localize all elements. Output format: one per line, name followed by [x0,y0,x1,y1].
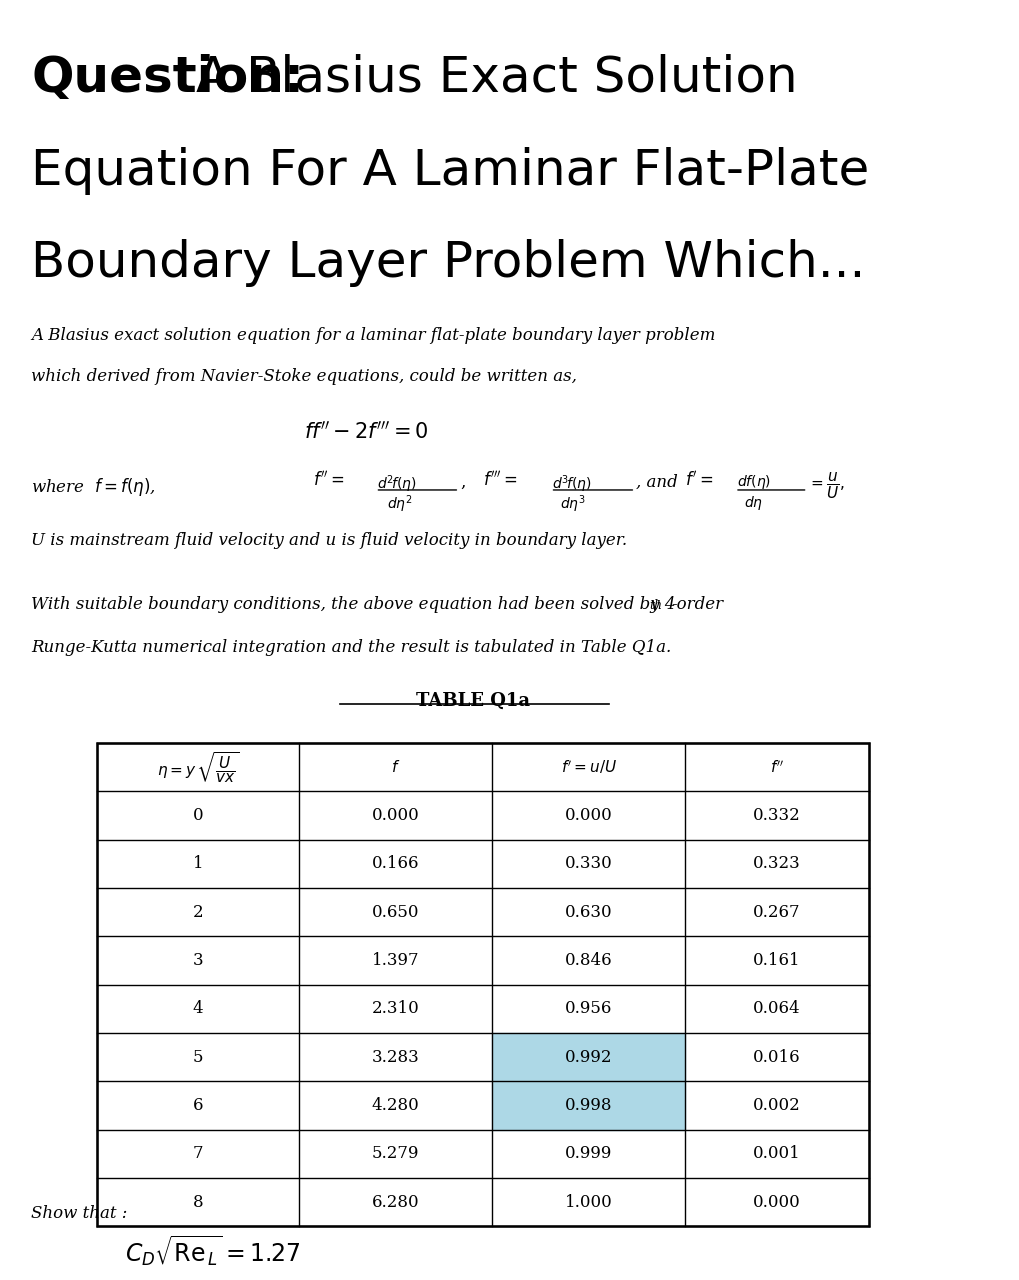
Text: 0.016: 0.016 [753,1048,801,1066]
Text: 0.992: 0.992 [565,1048,612,1066]
Text: which derived from Navier-Stoke equations, could be written as,: which derived from Navier-Stoke equation… [31,367,577,385]
Text: 0.001: 0.001 [753,1146,801,1162]
Text: Question:: Question: [31,54,304,101]
Text: $f^{\prime}=$: $f^{\prime}=$ [685,471,713,490]
Text: $f^{\prime\prime}$: $f^{\prime\prime}$ [769,759,784,776]
Text: ,: , [461,474,466,490]
Text: 0.332: 0.332 [753,808,801,824]
Text: A Blasius Exact Solution: A Blasius Exact Solution [196,54,797,101]
Text: $f^{\prime}=u/U$: $f^{\prime}=u/U$ [560,759,616,776]
Text: 1.397: 1.397 [372,952,420,969]
Text: 0.999: 0.999 [565,1146,612,1162]
Text: 5: 5 [193,1048,204,1066]
Text: 7: 7 [193,1146,204,1162]
Text: 0.956: 0.956 [565,1001,612,1018]
Bar [492,1082,685,1130]
Text: Show that :: Show that : [31,1204,127,1222]
Bar [492,1033,685,1082]
Text: 4: 4 [193,1001,204,1018]
Text: $C_D\sqrt{\mathrm{Re}_{\,L}} = 1.27$: $C_D\sqrt{\mathrm{Re}_{\,L}} = 1.27$ [125,1233,301,1267]
Text: 6: 6 [193,1097,204,1114]
Text: 0.166: 0.166 [372,855,420,873]
Text: A Blasius exact solution equation for a laminar flat-plate boundary layer proble: A Blasius exact solution equation for a … [31,328,715,344]
Text: 8: 8 [193,1194,204,1211]
Text: TABLE Q1a: TABLE Q1a [417,692,531,710]
Text: $f$: $f$ [391,759,400,776]
Text: $ff^{\prime\prime}-2f^{\prime\prime\prime}=0$: $ff^{\prime\prime}-2f^{\prime\prime\prim… [304,420,429,442]
Text: Runge-Kutta numerical integration and the result is tabulated in Table Q1a.: Runge-Kutta numerical integration and th… [31,639,672,655]
Text: With suitable boundary conditions, the above equation had been solved by 4: With suitable boundary conditions, the a… [31,595,676,613]
Text: -order: -order [672,595,723,613]
Text: $d^3\!f(\eta)$: $d^3\!f(\eta)$ [552,474,592,495]
Text: 0.000: 0.000 [565,808,612,824]
Text: 0.323: 0.323 [753,855,801,873]
Text: $d\eta$: $d\eta$ [745,494,763,512]
Text: 0.000: 0.000 [753,1194,801,1211]
Text: 0.002: 0.002 [753,1097,801,1114]
Text: 1: 1 [193,855,204,873]
Text: $d^2\!f(\eta)$: $d^2\!f(\eta)$ [377,474,417,495]
Text: 0.330: 0.330 [565,855,612,873]
Text: $=\dfrac{u}{U},$: $=\dfrac{u}{U},$ [808,471,846,500]
Text: th: th [649,599,662,612]
Text: 3.283: 3.283 [372,1048,420,1066]
Text: 2.310: 2.310 [372,1001,420,1018]
Text: Boundary Layer Problem Which...: Boundary Layer Problem Which... [31,239,865,288]
Text: $\eta = y\,\sqrt{\dfrac{U}{vx}}$: $\eta = y\,\sqrt{\dfrac{U}{vx}}$ [157,750,239,785]
Text: 0.267: 0.267 [753,904,801,920]
Text: 1.000: 1.000 [565,1194,612,1211]
Text: $df(\eta)$: $df(\eta)$ [737,474,771,492]
Text: 0.161: 0.161 [753,952,801,969]
Text: 5.279: 5.279 [372,1146,420,1162]
Text: $d\eta^3$: $d\eta^3$ [560,494,586,516]
Text: U is mainstream fluid velocity and u is fluid velocity in boundary layer.: U is mainstream fluid velocity and u is … [31,532,627,549]
Text: where  $f = f(\eta)$,: where $f = f(\eta)$, [31,476,156,498]
Text: Equation For A Laminar Flat-Plate: Equation For A Laminar Flat-Plate [31,146,869,195]
Text: 3: 3 [193,952,204,969]
Text: $f^{\prime\prime}=$: $f^{\prime\prime}=$ [314,471,344,490]
Text: 0.998: 0.998 [565,1097,612,1114]
Text: 0.846: 0.846 [565,952,612,969]
Text: 0.064: 0.064 [753,1001,801,1018]
Text: 4.280: 4.280 [372,1097,420,1114]
Text: 6.280: 6.280 [372,1194,420,1211]
Bar [97,744,869,1226]
Text: 0.630: 0.630 [565,904,612,920]
Text: $d\eta^2$: $d\eta^2$ [387,494,413,516]
Text: 0.000: 0.000 [372,808,420,824]
Text: 2: 2 [193,904,204,920]
Text: $f^{\prime\prime\prime}=$: $f^{\prime\prime\prime}=$ [483,471,518,490]
Text: 0.650: 0.650 [372,904,420,920]
Text: , and: , and [636,474,678,490]
Text: 0: 0 [193,808,204,824]
